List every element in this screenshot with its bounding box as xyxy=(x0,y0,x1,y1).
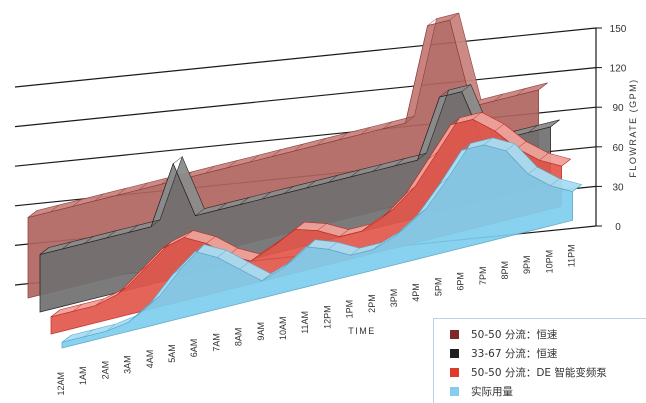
x-tick-label: 10AM xyxy=(278,317,288,341)
legend-label: 50-50 分流：DE 智能变频泵 xyxy=(471,365,607,380)
legend-item-actual-usage: 实际用量 xyxy=(450,384,513,398)
legend-label: 33-67 分流：恒速 xyxy=(471,346,557,361)
x-tick-label: 9PM xyxy=(522,255,532,274)
x-tick-label: 6PM xyxy=(456,272,466,291)
x-tick-label: 6AM xyxy=(189,339,199,358)
legend: 50-50 分流：恒速 33-67 分流：恒速 50-50 分流：DE 智能变频… xyxy=(433,318,646,403)
x-tick-label: 2PM xyxy=(367,294,377,313)
y-tick-label: 120 xyxy=(610,64,627,75)
legend-item-constant-50-50: 50-50 分流：恒速 xyxy=(450,327,557,341)
x-tick-label: 3AM xyxy=(123,355,133,374)
y-axis-title: FLOWRATE (GPM) xyxy=(628,78,638,177)
x-tick-label: 12AM xyxy=(56,372,66,396)
x-tick-label: 11AM xyxy=(300,311,310,334)
legend-swatch xyxy=(450,349,459,358)
x-tick-label: 8PM xyxy=(500,261,510,280)
legend-item-de-smart-pump: 50-50 分流：DE 智能变频泵 xyxy=(450,365,607,379)
x-tick-label: 3PM xyxy=(389,289,399,308)
x-axis-title: TIME xyxy=(348,326,376,336)
x-tick-label: 7AM xyxy=(211,333,221,352)
x-tick-label: 7PM xyxy=(478,267,488,286)
x-tick-label: 9AM xyxy=(256,322,266,341)
legend-swatch xyxy=(450,368,459,377)
y-tick-label: 150 xyxy=(610,24,627,35)
x-tick-label: 1AM xyxy=(78,366,88,385)
x-tick-label: 4PM xyxy=(411,283,421,302)
legend-swatch xyxy=(450,330,459,339)
y-tick-label: 60 xyxy=(612,143,624,154)
legend-label: 实际用量 xyxy=(471,384,513,399)
x-tick-label: 11PM xyxy=(567,244,577,267)
x-tick-label: 4AM xyxy=(145,350,155,369)
legend-item-constant-33-67: 33-67 分流：恒速 xyxy=(450,346,557,360)
y-tick-label: 30 xyxy=(612,182,624,193)
y-tick-label: 90 xyxy=(612,103,624,114)
legend-label: 50-50 分流：恒速 xyxy=(471,327,557,342)
x-tick-label: 5AM xyxy=(167,344,177,363)
x-tick-label: 2AM xyxy=(100,361,110,380)
x-tick-label: 1PM xyxy=(345,300,355,319)
x-tick-label: 5PM xyxy=(433,278,443,297)
x-tick-label: 12PM xyxy=(322,305,332,329)
x-tick-label: 8AM xyxy=(234,328,244,347)
gridline xyxy=(15,28,596,87)
legend-swatch xyxy=(450,387,459,396)
x-tick-label: 10PM xyxy=(544,250,554,274)
y-tick-label: 0 xyxy=(615,222,621,233)
